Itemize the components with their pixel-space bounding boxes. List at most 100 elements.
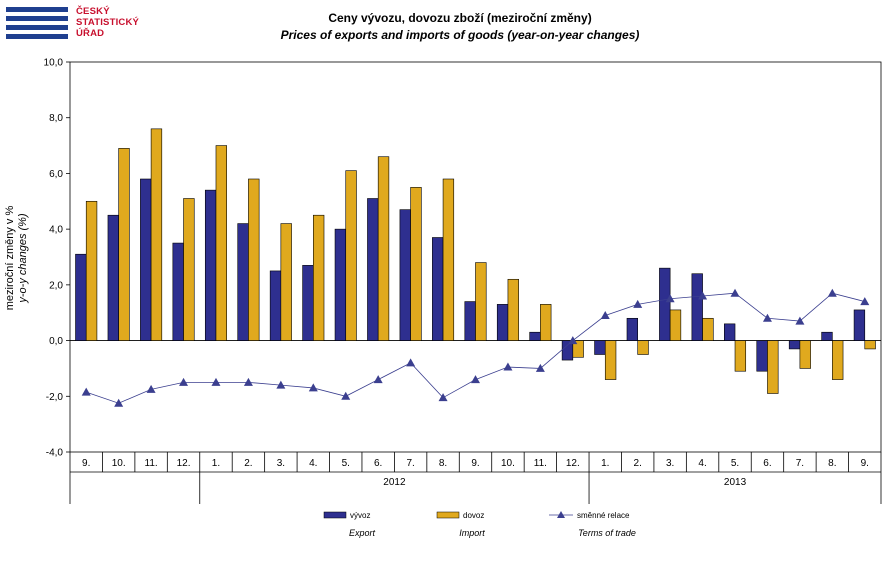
bar-export [75,253,87,341]
bar-import [540,304,552,341]
bar-import [183,198,195,341]
logo-stripes-icon [6,7,68,39]
x-tick-label: 10. [112,458,126,469]
year-label: 2013 [724,477,747,488]
terms-of-trade-point [633,299,643,308]
terms-of-trade-point [827,288,837,297]
terms-of-trade-point [795,316,805,325]
bar-import [248,178,260,341]
x-tick-label: 1. [601,458,609,469]
x-tick-label: 8. [828,458,836,469]
bar-import [150,128,163,341]
terms-of-trade-point [211,377,221,386]
terms-of-trade-point [762,313,772,322]
x-tick-label: 5. [342,458,350,469]
terms-of-trade-point [146,384,156,393]
bar-export [821,331,833,341]
legend-import-label-en: Import [459,528,485,538]
x-tick-label: 4. [309,458,317,469]
legend-import-label: dovoz [463,511,484,520]
bar-export [659,267,671,341]
y-tick-label: -2,0 [46,392,64,403]
y-axis-label-en: y-o-y changes (%) [17,213,29,304]
x-tick-label: 11. [534,458,547,469]
bar-export [399,209,411,341]
legend-import-swatch [436,511,460,519]
terms-of-trade-point [114,398,124,407]
terms-of-trade-point [373,375,383,384]
bar-import [377,156,390,341]
x-tick-label: 11. [145,458,158,469]
x-tick-label: 9. [82,458,90,469]
x-tick-label: 1. [212,458,220,469]
plot-frame [69,61,882,453]
logo-text: ČESKÝ STATISTICKÝ ÚŘAD [76,6,139,39]
legend-tot-label: směnné relace [577,511,630,520]
csu-logo: ČESKÝ STATISTICKÝ ÚŘAD [6,5,146,43]
x-tick-label: 9. [471,458,479,469]
x-tick-label: 3. [277,458,285,469]
bar-export [107,214,119,341]
x-tick-label: 9. [861,458,869,469]
x-tick-label: 4. [698,458,706,469]
bar-export [529,331,541,341]
bar-import [507,278,519,341]
legend-export-label: vývoz [350,511,370,520]
chart-title: Ceny vývozu, dovozu zboží (meziroční změ… [328,11,592,25]
y-tick-label: 4,0 [49,225,63,236]
terms-of-trade-point [665,294,675,303]
y-tick-label: 6,0 [49,169,63,180]
bar-export [496,304,509,341]
bar-import [799,340,811,369]
bar-export [237,223,249,341]
bar-import [734,340,747,372]
bar-import [345,170,357,341]
legend-export-swatch [323,511,347,519]
bar-import [604,340,617,380]
terms-of-trade-point [600,311,610,319]
terms-of-trade-point [860,297,870,306]
y-tick-label: 0,0 [49,336,63,347]
x-tick-label: 12. [177,458,191,469]
terms-of-trade-point [503,362,513,371]
y-axis-label: meziroční změny v % [4,206,16,311]
x-tick-label: 2. [634,458,642,469]
x-tick-label: 5. [731,458,739,469]
bar-import [864,340,876,350]
terms-of-trade-point [568,336,578,345]
legend-export-label-en: Export [349,528,376,538]
bar-export [334,228,347,341]
terms-of-trade-point [535,363,545,372]
bar-export [204,189,217,341]
bar-export [853,309,866,341]
bar-import [410,187,422,341]
logo-line-1: ČESKÝ [76,6,110,17]
bar-export [140,178,152,341]
terms-of-trade-point [730,288,740,297]
bar-import [637,340,649,355]
bar-export [464,301,476,341]
bar-export [788,340,801,350]
x-tick-label: 12. [566,458,580,469]
bar-export [367,198,379,341]
year-label: 2012 [383,477,406,488]
bar-import [475,262,487,341]
bar-import [118,148,130,341]
terms-of-trade-point [698,291,708,300]
x-tick-label: 6. [374,458,382,469]
x-tick-label: 6. [763,458,771,469]
bar-import [312,214,325,341]
legend-tot-marker [557,511,565,518]
chart-subtitle: Prices of exports and imports of goods (… [280,28,640,42]
legend-tot-label-en: Terms of trade [578,528,636,538]
bar-import [669,309,682,341]
logo-line-2: STATISTICKÝ [76,17,140,28]
x-tick-label: 2. [244,458,252,469]
x-tick-label: 8. [439,458,447,469]
bar-import [442,178,455,341]
terms-of-trade-point [406,358,416,367]
logo-line-3: ÚŘAD [76,28,105,39]
terms-of-trade-point [438,393,448,402]
bar-export [269,270,282,341]
bar-import [702,317,714,341]
